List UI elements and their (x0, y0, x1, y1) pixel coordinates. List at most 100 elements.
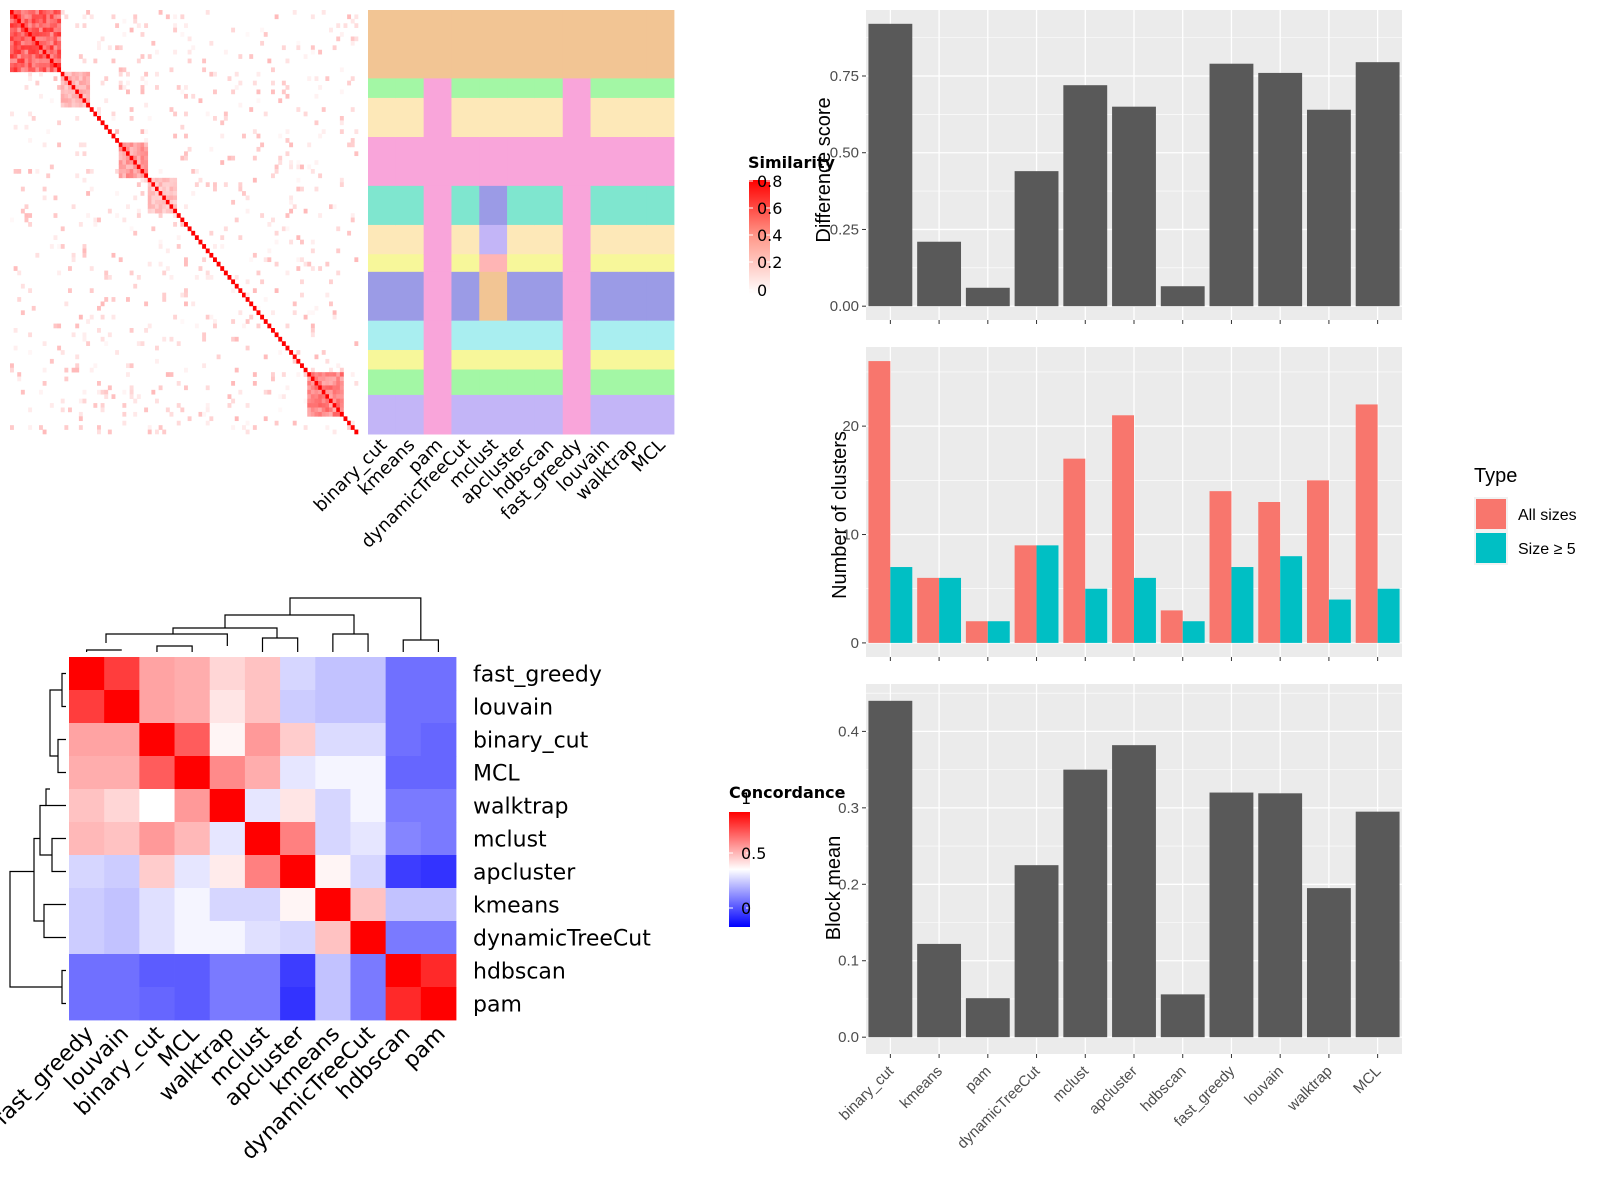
concordance-cell (139, 756, 175, 790)
similarity-cell (249, 107, 254, 112)
concordance-dendrograms (9, 597, 440, 1005)
similarity-cell (42, 49, 47, 55)
membership-cell (368, 78, 397, 99)
similarity-cell (49, 49, 54, 55)
similarity-cell (78, 71, 83, 77)
similarity-cell (20, 49, 25, 55)
similarity-cell (296, 164, 301, 170)
similarity-cell (184, 261, 188, 267)
membership-cell (618, 320, 647, 351)
similarity-cell (133, 146, 138, 152)
difference-score-ylabel: Difference score (813, 97, 835, 242)
similarity-cell (20, 45, 25, 51)
bar (1036, 545, 1059, 643)
similarity-cell (307, 76, 312, 81)
similarity-cell (136, 164, 141, 170)
type-legend-title: Type (1474, 465, 1517, 487)
similarity-cell (20, 389, 25, 395)
bar (1112, 415, 1134, 643)
similarity-cell (202, 257, 207, 263)
similarity-cell (329, 204, 333, 210)
similarity-cell (75, 85, 80, 90)
similarity-cell (10, 27, 14, 33)
similarity-cell (24, 14, 29, 20)
similarity-cell (39, 27, 43, 33)
concordance-cell (69, 987, 105, 1021)
concordance-legend-title: Concordance (729, 783, 846, 802)
similarity-cell (31, 54, 36, 59)
similarity-cell (57, 323, 62, 329)
similarity-cell (231, 89, 236, 95)
concordance-cell (174, 690, 211, 724)
concordance-cell (69, 888, 105, 922)
similarity-cell (205, 420, 210, 426)
similarity-cell (303, 54, 308, 59)
similarity-cell (209, 252, 214, 258)
similarity-cell (310, 310, 315, 316)
similarity-cell (336, 363, 341, 369)
dendro-branch (105, 633, 228, 646)
concordance-cell (174, 921, 211, 955)
similarity-cell (234, 217, 239, 223)
similarity-cell (39, 93, 43, 99)
similarity-cell (60, 244, 65, 249)
similarity-cell (158, 186, 163, 192)
similarity-cell (107, 332, 112, 338)
membership-cell (423, 349, 452, 371)
similarity-cell (28, 332, 33, 338)
concordance-cell (280, 921, 316, 955)
y-tick-label: 0.2 (838, 876, 859, 893)
membership-cell (368, 137, 397, 187)
similarity-cell (31, 32, 36, 37)
similarity-cell (234, 367, 239, 373)
similarity-cell (136, 142, 141, 148)
similarity-cell (339, 411, 344, 417)
similarity-cell (24, 36, 29, 42)
concordance-cell (209, 822, 246, 856)
similarity-cell (24, 63, 29, 68)
similarity-cell (78, 93, 83, 99)
similarity-cell (318, 49, 323, 55)
bar (1209, 792, 1254, 1038)
y-tick-label: 0.25 (830, 221, 859, 238)
similarity-cell (144, 407, 149, 413)
similarity-cell (111, 58, 116, 64)
membership-cell (479, 137, 508, 187)
similarity-cell (173, 208, 178, 214)
similarity-cell (180, 407, 185, 413)
concordance-cell (139, 723, 175, 757)
similarity-cell (93, 58, 98, 64)
similarity-cell (332, 385, 337, 391)
similarity-cell (158, 213, 163, 218)
similarity-cell (274, 14, 279, 20)
membership-cell (534, 394, 564, 435)
similarity-cell (122, 160, 127, 165)
similarity-cell (256, 146, 261, 152)
similarity-cell (281, 80, 286, 86)
similarity-cell (151, 199, 156, 205)
similarity-cell (176, 381, 181, 386)
similarity-cell (75, 367, 80, 373)
similarity-cell (339, 32, 344, 37)
similarity-cell (24, 23, 29, 28)
membership-cell (507, 320, 536, 351)
similarity-cell (100, 336, 105, 342)
membership-cell (451, 185, 480, 226)
concordance-cell (209, 789, 246, 823)
bar (1134, 577, 1156, 643)
similarity-cell (184, 204, 188, 210)
membership-cell (368, 185, 397, 226)
similarity-cell (336, 36, 341, 42)
similarity-cell (296, 186, 301, 192)
similarity-cell (202, 336, 207, 342)
similarity-cell (13, 36, 18, 42)
similarity-cell (122, 411, 127, 417)
membership-cell (562, 137, 591, 187)
similarity-cell (136, 341, 141, 346)
similarity-cell (136, 151, 141, 157)
similarity-cell (162, 177, 167, 183)
similarity-cell (136, 275, 141, 280)
similarity-cell (252, 425, 257, 430)
membership-cell (562, 185, 591, 226)
membership-cell (590, 254, 619, 273)
